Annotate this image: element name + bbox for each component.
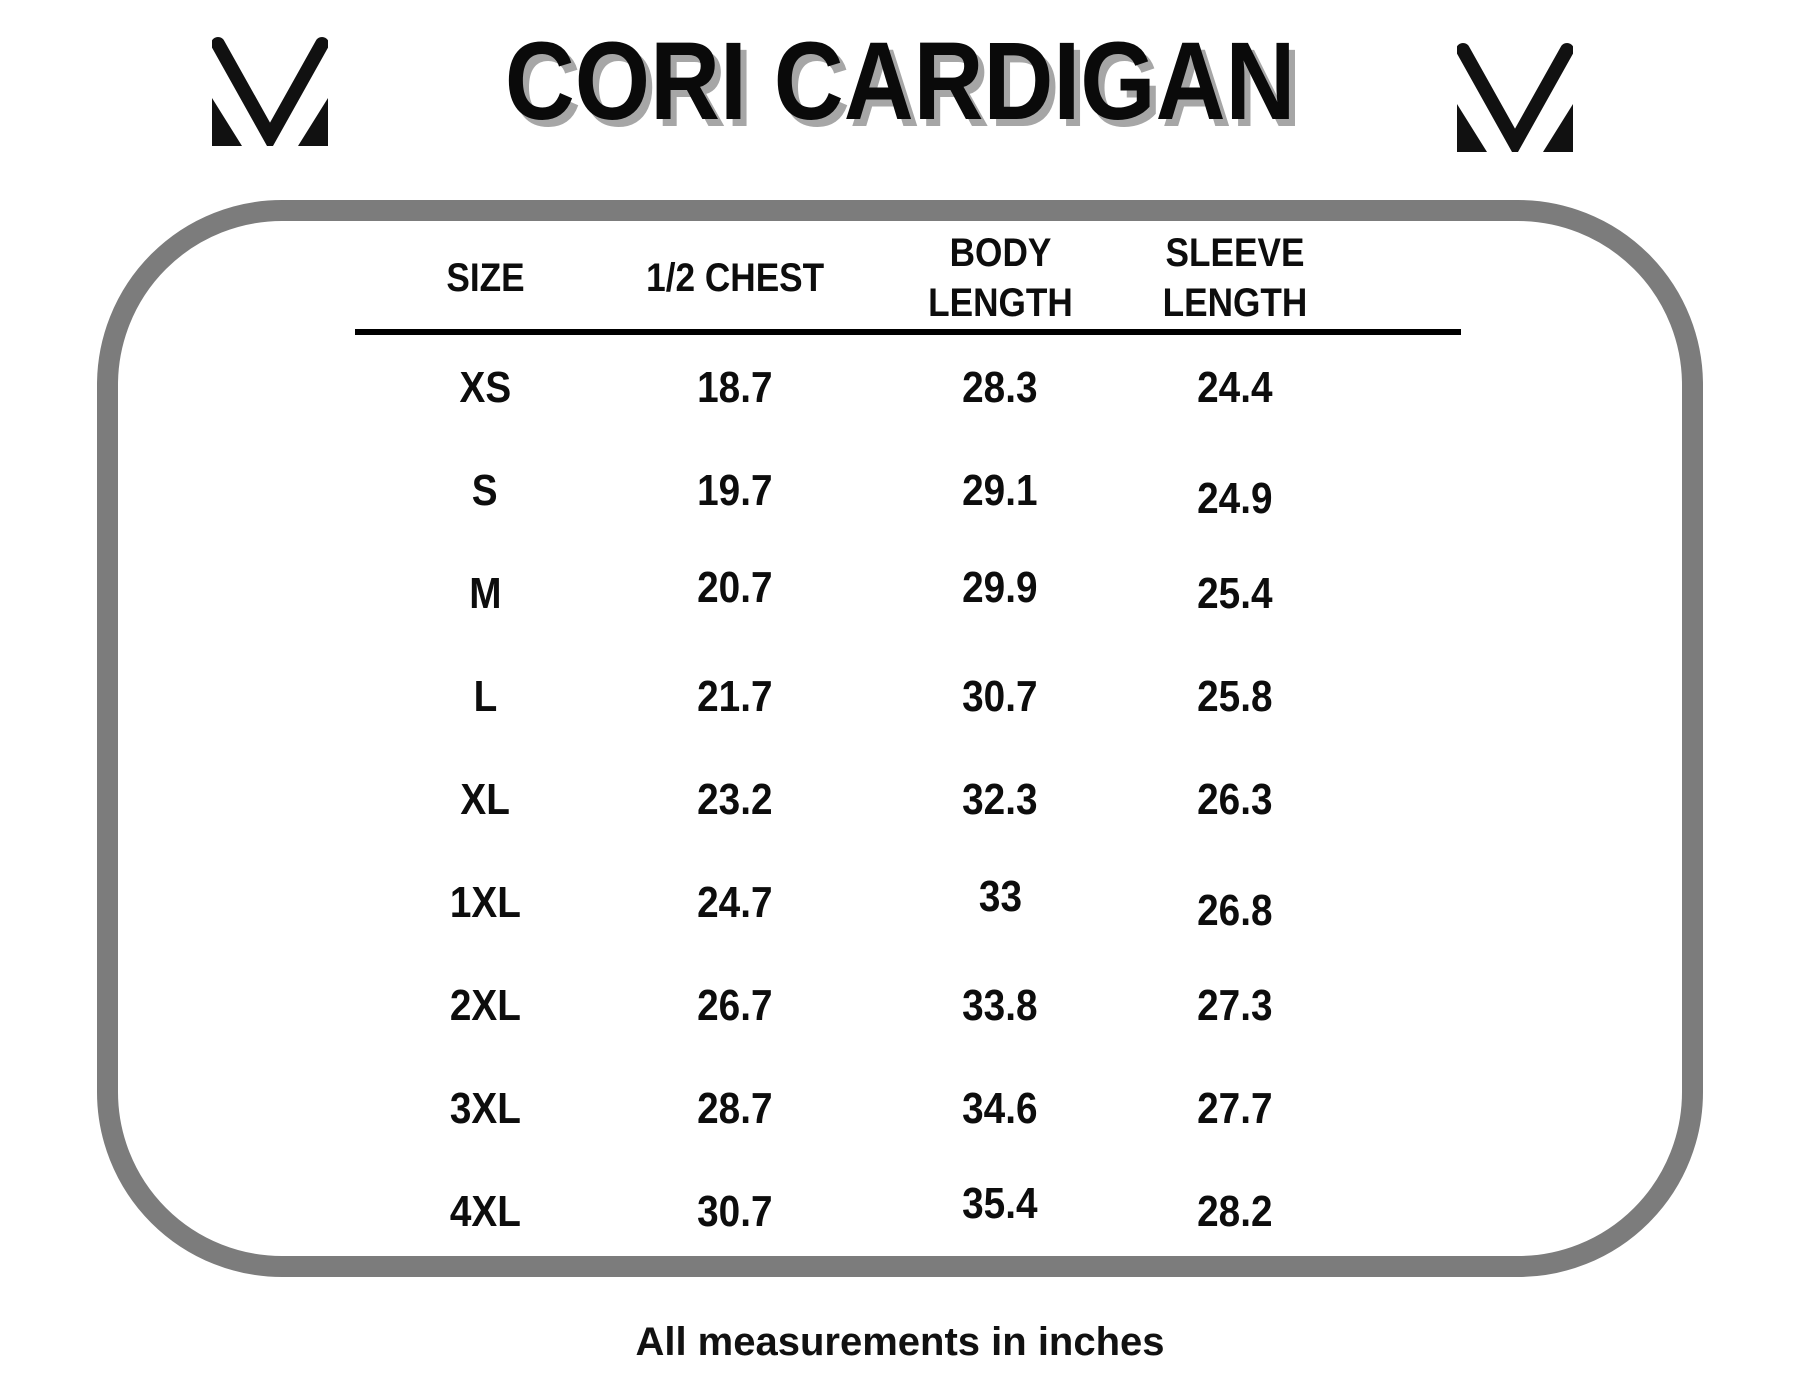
table-row: 4XL 30.7 35.4 28.2 <box>355 1160 1325 1263</box>
table-row: 3XL 28.7 34.6 27.7 <box>355 1057 1325 1160</box>
cell-sleeve-length: 26.3 <box>1197 774 1273 824</box>
cell-half-chest: 23.2 <box>697 774 773 824</box>
table-row: L 21.7 30.7 25.8 <box>355 645 1325 748</box>
cell-half-chest: 21.7 <box>697 671 773 721</box>
table-row: M 20.7 29.9 25.4 <box>355 542 1325 645</box>
cell-half-chest: 19.7 <box>697 465 773 515</box>
cell-sleeve-length: 27.7 <box>1197 1083 1273 1133</box>
cell-half-chest: 24.7 <box>697 877 773 927</box>
mv-monogram-icon <box>211 36 329 152</box>
cell-body-length: 34.6 <box>962 1083 1038 1133</box>
cell-size: 3XL <box>449 1083 521 1133</box>
mv-monogram-icon <box>1456 42 1574 158</box>
cell-size: S <box>472 465 498 515</box>
cell-sleeve-length: 28.2 <box>1197 1186 1273 1236</box>
page-title: CORI CARDIGAN <box>0 18 1800 145</box>
cell-size: 4XL <box>449 1186 521 1236</box>
table-row: 2XL 26.7 33.8 27.3 <box>355 954 1325 1057</box>
page-title-text: CORI CARDIGAN <box>504 20 1296 143</box>
column-header-half-chest: 1/2 CHEST <box>645 256 825 300</box>
cell-body-length: 30.7 <box>962 671 1038 721</box>
column-header-sleeve-length: SLEEVE LENGTH <box>1162 231 1308 325</box>
cell-body-length: 29.1 <box>962 465 1038 515</box>
cell-size: 1XL <box>449 877 521 927</box>
cell-size: XL <box>460 774 510 824</box>
header-divider-line <box>355 329 1461 335</box>
cell-half-chest: 18.7 <box>697 362 773 412</box>
cell-half-chest: 20.7 <box>697 562 773 612</box>
size-chart-table: XS 18.7 28.3 24.4 S 19.7 29.1 24.9 M 20.… <box>355 336 1325 1263</box>
cell-size: 2XL <box>449 980 521 1030</box>
cell-size: L <box>473 671 497 721</box>
table-row: 1XL 24.7 33 26.8 <box>355 851 1325 954</box>
cell-body-length: 35.4 <box>962 1178 1038 1228</box>
cell-half-chest: 26.7 <box>697 980 773 1030</box>
table-row: XL 23.2 32.3 26.3 <box>355 748 1325 851</box>
cell-body-length: 33 <box>978 871 1022 921</box>
cell-size: M <box>468 568 502 618</box>
cell-sleeve-length: 24.9 <box>1197 473 1273 523</box>
table-row: S 19.7 29.1 24.9 <box>355 439 1325 542</box>
cell-sleeve-length: 25.8 <box>1197 671 1273 721</box>
table-header-row: SIZE 1/2 CHEST BODY LENGTH SLEEVE LENGTH <box>355 222 1325 334</box>
cell-body-length: 33.8 <box>962 980 1038 1030</box>
cell-body-length: 29.9 <box>962 562 1038 612</box>
cell-sleeve-length: 27.3 <box>1197 980 1273 1030</box>
footnote: All measurements in inches <box>635 1320 1165 1364</box>
column-header-size: SIZE <box>445 256 525 300</box>
cell-half-chest: 28.7 <box>697 1083 773 1133</box>
size-chart-frame <box>97 200 1703 1277</box>
cell-half-chest: 30.7 <box>697 1186 773 1236</box>
cell-body-length: 32.3 <box>962 774 1038 824</box>
cell-sleeve-length: 24.4 <box>1197 362 1273 412</box>
column-header-body-length: BODY LENGTH <box>927 231 1073 325</box>
table-row: XS 18.7 28.3 24.4 <box>355 336 1325 439</box>
cell-body-length: 28.3 <box>962 362 1038 412</box>
cell-sleeve-length: 25.4 <box>1197 568 1273 618</box>
cell-sleeve-length: 26.8 <box>1197 885 1273 935</box>
cell-size: XS <box>459 362 511 412</box>
